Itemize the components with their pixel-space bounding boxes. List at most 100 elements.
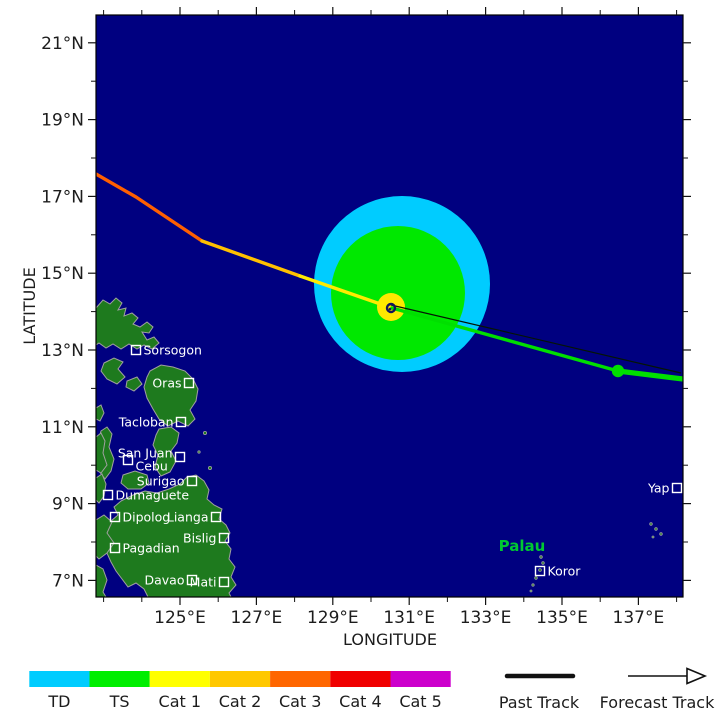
city-marker-lianga bbox=[210, 511, 222, 523]
land-leyte bbox=[152, 426, 180, 477]
legend-swatch-cat-3 bbox=[270, 671, 331, 687]
city-label: Dipolog bbox=[123, 510, 171, 525]
city-marker-yap bbox=[671, 482, 683, 494]
x-axis-title: LONGITUDE bbox=[343, 630, 437, 649]
y-tick-label: 9°N bbox=[52, 495, 84, 515]
legend-label: Cat 1 bbox=[159, 692, 202, 710]
city-label: Surigao bbox=[137, 474, 185, 489]
y-tick-label: 13°N bbox=[41, 341, 84, 361]
past-track-label: Past Track bbox=[499, 693, 580, 710]
land-bohol bbox=[120, 470, 150, 490]
city-label: Koror bbox=[548, 564, 582, 579]
y-tick-label: 11°N bbox=[41, 418, 84, 438]
palau-islet bbox=[538, 568, 542, 572]
track-segment-ts bbox=[615, 368, 683, 382]
land-panay-edge bbox=[96, 404, 105, 422]
legend-label: TS bbox=[109, 692, 130, 710]
city-label: Oras bbox=[152, 376, 181, 391]
city-marker-dipolog bbox=[109, 511, 121, 523]
city-marker-pagadian bbox=[109, 542, 121, 554]
city-marker-koror bbox=[534, 565, 546, 577]
y-axis-title: LATITUDE bbox=[20, 267, 39, 344]
city-label: Yap bbox=[647, 481, 670, 496]
track-legend: Past Track Forecast Track bbox=[499, 667, 715, 710]
legend-label: Cat 5 bbox=[399, 692, 442, 710]
city-label: San Juan bbox=[118, 446, 173, 461]
land-bottom-left bbox=[96, 564, 108, 597]
x-tick-label: 131°E bbox=[383, 608, 435, 628]
x-tick-label: 127°E bbox=[231, 608, 283, 628]
city-marker-dumaguete bbox=[102, 489, 114, 501]
intensity-legend: TD TS Cat 1 Cat 2 Cat 3 Cat 4 Cat 5 bbox=[29, 671, 451, 710]
legend-swatch-cat-4 bbox=[330, 671, 391, 687]
city-label: Davao bbox=[145, 573, 185, 588]
legend-swatch-cat-5 bbox=[390, 671, 451, 687]
x-tick-label: 125°E bbox=[154, 608, 206, 628]
city-marker-sorsogon bbox=[130, 344, 142, 356]
wind-radius-circle-middle-wind-radius bbox=[331, 226, 465, 360]
legend-swatch-td bbox=[29, 671, 90, 687]
y-tick-label: 19°N bbox=[41, 111, 84, 131]
region-labels-group: Palau bbox=[499, 537, 546, 555]
islet bbox=[202, 430, 207, 435]
x-tick-label: 137°E bbox=[613, 608, 665, 628]
palau-islet bbox=[531, 583, 535, 587]
legend-label: Cat 3 bbox=[279, 692, 322, 710]
y-tick-label: 15°N bbox=[41, 264, 84, 284]
legend-swatch-cat-1 bbox=[149, 671, 210, 687]
legend-label: TD bbox=[47, 692, 70, 710]
y-axis-ticks: 21°N 19°N 17°N 15°N 13°N 11°N 9°N 7°N bbox=[41, 34, 691, 591]
x-tick-label: 133°E bbox=[460, 608, 512, 628]
city-marker-mati bbox=[218, 576, 230, 588]
city-marker-surigao bbox=[186, 475, 198, 487]
landmass-group bbox=[96, 297, 663, 597]
city-marker-bislig bbox=[218, 532, 230, 544]
x-tick-label: 135°E bbox=[536, 608, 588, 628]
y-tick-label: 21°N bbox=[41, 34, 84, 54]
yap-islet bbox=[649, 522, 653, 526]
land-bicol bbox=[96, 297, 160, 350]
city-label: Lianga bbox=[167, 510, 209, 525]
land-ticao bbox=[125, 376, 143, 392]
region-label-palau: Palau bbox=[499, 537, 546, 555]
city-label: Pagadian bbox=[123, 541, 180, 556]
city-marker-cebu bbox=[122, 454, 134, 466]
city-marker-oras bbox=[183, 377, 195, 389]
forecast-track-arrowhead-icon bbox=[686, 667, 708, 685]
forecast-track-label: Forecast Track bbox=[600, 693, 715, 710]
x-axis-ticks: 125°E 127°E 129°E 131°E 133°E 135°E 137°E bbox=[103, 7, 678, 628]
legend-swatch-cat-2 bbox=[209, 671, 271, 687]
city-marker-davao bbox=[186, 574, 198, 586]
city-label: Tacloban bbox=[118, 415, 174, 430]
legend-label: Cat 4 bbox=[339, 692, 382, 710]
city-label: Dumaguete bbox=[116, 488, 190, 503]
track-segment-ts bbox=[390, 306, 620, 373]
city-marker-san-juan bbox=[174, 451, 186, 463]
y-tick-label: 17°N bbox=[41, 187, 84, 207]
current-position-center-dot bbox=[388, 307, 392, 311]
land-negros-north bbox=[96, 432, 108, 474]
legend-swatch-ts bbox=[89, 671, 150, 687]
city-marker-tacloban bbox=[175, 416, 187, 428]
city-label: Mati bbox=[190, 575, 217, 590]
track-segment-cat-3 bbox=[96, 172, 204, 243]
track-segment-cat-1 bbox=[298, 274, 394, 310]
palau-islet bbox=[534, 576, 538, 580]
current-position-marker-icon bbox=[385, 302, 397, 314]
y-tick-label: 7°N bbox=[52, 571, 84, 591]
x-tick-label: 129°E bbox=[307, 608, 359, 628]
city-label: Cebu bbox=[136, 459, 168, 474]
palau-islet bbox=[539, 555, 543, 559]
palau-islet bbox=[529, 589, 533, 593]
track-segment-cat-2 bbox=[200, 239, 302, 278]
land-masbate bbox=[100, 357, 126, 385]
yap-islet bbox=[659, 532, 663, 536]
past-track-line bbox=[390, 304, 682, 374]
islet bbox=[197, 450, 201, 454]
islet bbox=[207, 465, 212, 470]
yap-islet bbox=[651, 535, 655, 539]
past-fix-dot bbox=[611, 364, 625, 378]
